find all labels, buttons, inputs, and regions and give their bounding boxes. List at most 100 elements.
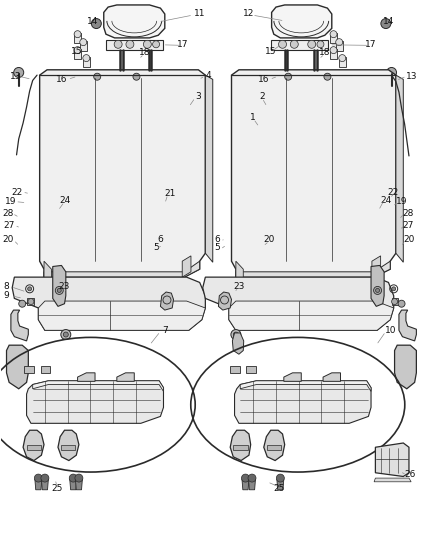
Polygon shape bbox=[242, 479, 249, 490]
Circle shape bbox=[57, 288, 61, 293]
Text: 20: 20 bbox=[2, 236, 14, 245]
Polygon shape bbox=[78, 373, 95, 381]
Polygon shape bbox=[160, 292, 173, 310]
Polygon shape bbox=[339, 56, 346, 67]
Circle shape bbox=[92, 19, 101, 29]
Polygon shape bbox=[219, 292, 232, 310]
Circle shape bbox=[308, 41, 316, 49]
Text: 6: 6 bbox=[214, 236, 220, 245]
Text: 18: 18 bbox=[138, 49, 150, 57]
Circle shape bbox=[241, 474, 249, 482]
Circle shape bbox=[28, 298, 34, 304]
Text: 4: 4 bbox=[205, 70, 211, 79]
Circle shape bbox=[126, 41, 134, 49]
Circle shape bbox=[55, 286, 63, 294]
Text: 24: 24 bbox=[59, 196, 70, 205]
Text: 17: 17 bbox=[365, 40, 377, 49]
Polygon shape bbox=[330, 49, 337, 59]
Polygon shape bbox=[42, 479, 48, 490]
Polygon shape bbox=[277, 479, 284, 490]
Circle shape bbox=[41, 474, 49, 482]
Circle shape bbox=[133, 73, 140, 80]
Text: 18: 18 bbox=[319, 49, 331, 57]
Circle shape bbox=[330, 47, 337, 54]
Circle shape bbox=[317, 41, 324, 48]
Polygon shape bbox=[235, 381, 371, 423]
Text: 16: 16 bbox=[258, 75, 269, 84]
Text: 12: 12 bbox=[243, 10, 254, 19]
Text: 14: 14 bbox=[383, 18, 394, 27]
Text: 27: 27 bbox=[402, 221, 413, 230]
Text: 19: 19 bbox=[396, 197, 407, 206]
Circle shape bbox=[19, 300, 26, 307]
Polygon shape bbox=[374, 478, 411, 482]
Circle shape bbox=[75, 474, 83, 482]
Circle shape bbox=[114, 41, 122, 49]
Polygon shape bbox=[104, 5, 165, 38]
Polygon shape bbox=[80, 41, 87, 51]
Polygon shape bbox=[330, 33, 337, 43]
Polygon shape bbox=[392, 298, 398, 305]
Polygon shape bbox=[70, 479, 77, 490]
Polygon shape bbox=[284, 373, 301, 381]
Text: 11: 11 bbox=[194, 10, 205, 19]
Polygon shape bbox=[12, 277, 205, 330]
Text: 25: 25 bbox=[274, 484, 285, 493]
Text: 10: 10 bbox=[385, 326, 396, 335]
Polygon shape bbox=[336, 41, 343, 51]
Polygon shape bbox=[205, 75, 213, 262]
Text: 15: 15 bbox=[71, 47, 82, 55]
Polygon shape bbox=[24, 367, 34, 373]
Circle shape bbox=[392, 298, 398, 304]
Polygon shape bbox=[240, 381, 371, 391]
Circle shape bbox=[374, 286, 381, 294]
Text: 8: 8 bbox=[4, 282, 9, 291]
Text: 28: 28 bbox=[402, 209, 413, 218]
Polygon shape bbox=[236, 261, 243, 285]
Polygon shape bbox=[117, 373, 134, 381]
Polygon shape bbox=[395, 345, 417, 389]
Circle shape bbox=[74, 31, 81, 38]
Text: 25: 25 bbox=[51, 484, 63, 493]
Circle shape bbox=[392, 287, 396, 291]
Polygon shape bbox=[182, 256, 191, 277]
Polygon shape bbox=[23, 430, 44, 461]
Polygon shape bbox=[375, 443, 409, 477]
Polygon shape bbox=[35, 479, 42, 490]
Text: 13: 13 bbox=[10, 71, 21, 80]
Text: 7: 7 bbox=[162, 326, 168, 335]
Polygon shape bbox=[233, 445, 247, 450]
Polygon shape bbox=[74, 49, 81, 59]
Polygon shape bbox=[61, 445, 75, 450]
Polygon shape bbox=[396, 75, 403, 262]
Circle shape bbox=[285, 73, 292, 80]
Polygon shape bbox=[40, 70, 205, 277]
Circle shape bbox=[69, 474, 77, 482]
Polygon shape bbox=[39, 301, 205, 330]
Polygon shape bbox=[271, 39, 328, 50]
Polygon shape bbox=[44, 261, 200, 277]
Circle shape bbox=[34, 474, 42, 482]
Polygon shape bbox=[272, 5, 332, 38]
Text: 21: 21 bbox=[165, 189, 176, 198]
Polygon shape bbox=[7, 345, 28, 389]
Polygon shape bbox=[230, 367, 240, 373]
Polygon shape bbox=[41, 367, 50, 373]
Circle shape bbox=[14, 68, 24, 77]
Polygon shape bbox=[399, 310, 417, 341]
Circle shape bbox=[80, 39, 87, 46]
Text: 13: 13 bbox=[406, 71, 418, 80]
Text: 9: 9 bbox=[4, 291, 9, 300]
Text: 22: 22 bbox=[387, 188, 399, 197]
Polygon shape bbox=[232, 70, 396, 277]
Circle shape bbox=[324, 73, 331, 80]
Circle shape bbox=[231, 329, 241, 340]
Text: 3: 3 bbox=[195, 92, 201, 101]
Polygon shape bbox=[11, 310, 28, 341]
Polygon shape bbox=[229, 301, 394, 330]
Circle shape bbox=[248, 474, 256, 482]
Polygon shape bbox=[27, 445, 41, 450]
Text: 19: 19 bbox=[5, 197, 17, 206]
Text: 23: 23 bbox=[59, 282, 70, 291]
Text: 15: 15 bbox=[265, 47, 276, 55]
